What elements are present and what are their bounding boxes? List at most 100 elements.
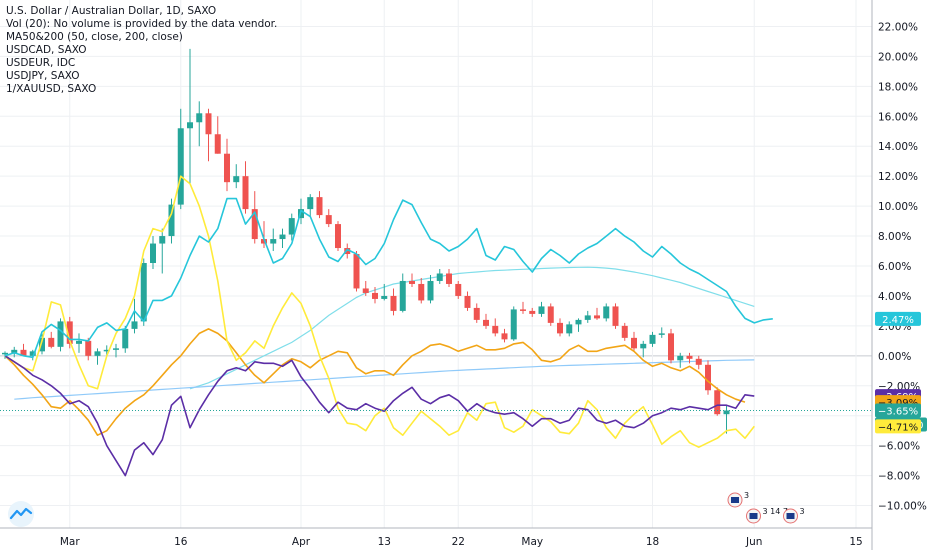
usdeur-value-label: −4.71% — [875, 419, 921, 434]
candle-body — [242, 176, 249, 210]
usdeur-value-label-text: −4.71% — [878, 422, 918, 433]
y-tick-label: 10.00% — [878, 201, 918, 213]
candle — [150, 236, 156, 269]
candle-body — [344, 248, 351, 255]
candle-body — [57, 321, 64, 347]
candle-body — [29, 351, 36, 356]
x-tick-label: May — [521, 536, 543, 548]
y-tick-label: −10.00% — [878, 501, 927, 513]
time-axis[interactable]: Mar 16 Apr 13 22 May 18 Jun 15 — [60, 536, 863, 548]
candle-body — [418, 283, 425, 301]
candle-body — [686, 355, 693, 359]
candle — [39, 333, 45, 355]
candle-body — [233, 176, 240, 183]
candle — [279, 228, 286, 249]
y-tick-label: 8.00% — [878, 231, 911, 243]
candle — [584, 310, 591, 323]
candle — [372, 286, 378, 304]
last-price-label: −3.65% — [875, 403, 921, 418]
candle — [566, 321, 573, 337]
candle — [140, 258, 147, 326]
y-tick-label: 14.00% — [878, 141, 918, 153]
candle — [723, 405, 730, 434]
candle — [362, 280, 369, 296]
candle — [520, 301, 526, 314]
candle-body — [177, 128, 184, 205]
candle — [187, 48, 193, 184]
candle — [224, 138, 230, 192]
candle — [159, 228, 166, 274]
x-tick-label: Mar — [60, 536, 80, 548]
legend-title[interactable]: U.S. Dollar / Australian Dollar, 1D, SAX… — [6, 5, 217, 17]
candle-body — [187, 122, 193, 129]
candle-body — [270, 239, 277, 244]
candle-body — [714, 390, 721, 415]
event-flag-shape — [749, 513, 758, 519]
candle — [196, 101, 203, 147]
x-tick-label: Apr — [292, 536, 311, 548]
comparison-lines — [0, 175, 872, 477]
candle — [325, 209, 332, 228]
candle-body — [668, 333, 674, 361]
candle-body — [649, 334, 656, 344]
price-axis[interactable]: 22.00% 20.00% 18.00% 16.00% 14.00% 12.00% 10.0… — [878, 21, 927, 512]
candle-body — [436, 273, 443, 281]
candle-body — [446, 273, 452, 284]
legend-usdcad[interactable]: USDCAD, SAXO — [6, 44, 87, 56]
candle — [48, 331, 55, 349]
candle — [510, 306, 517, 341]
candle-body — [307, 197, 314, 210]
candle — [168, 198, 175, 244]
event-flag-icon[interactable]: 3 — [783, 507, 805, 524]
y-tick-label: 22.00% — [878, 21, 918, 33]
candle-body — [501, 333, 508, 340]
candle-body — [483, 319, 489, 326]
y-tick-label: −6.00% — [878, 441, 920, 453]
candle — [251, 191, 258, 244]
event-count: 3 14 7 — [763, 507, 788, 516]
legend-usdjpy[interactable]: USDJPY, SAXO — [6, 70, 80, 82]
candle-body — [288, 218, 295, 235]
candle — [316, 191, 323, 219]
candle — [436, 268, 443, 284]
candle-body — [492, 325, 499, 334]
x-tick-label: Jun — [745, 536, 762, 548]
candle-body — [214, 134, 221, 154]
candle — [29, 349, 36, 361]
tradingview-logo-icon[interactable] — [4, 500, 38, 528]
candle-body — [594, 315, 600, 319]
candle-body — [298, 209, 304, 219]
moving-averages — [14, 266, 755, 400]
1xauusd-line — [4, 197, 773, 359]
event-flag-icon[interactable]: 3 14 7 — [746, 507, 788, 524]
legend-xauusd[interactable]: 1/XAUUSD, SAXO — [6, 83, 97, 95]
candle-body — [2, 352, 8, 355]
usdcad-line — [4, 328, 746, 436]
legend-volume[interactable]: Vol (20): No volume is provided by the d… — [6, 18, 278, 30]
xauusd-value-label-text: 2.47% — [882, 315, 914, 326]
candle — [594, 307, 600, 320]
usdeur-line — [4, 175, 755, 448]
candle-body — [520, 309, 526, 311]
candle-body — [409, 280, 415, 284]
candle-body — [103, 349, 110, 352]
candle-body — [612, 306, 619, 326]
legend-ma[interactable]: MA50&200 (50, close, 200, close) — [6, 31, 183, 43]
candle-body — [603, 306, 610, 319]
candle — [66, 316, 73, 349]
event-flag-shape — [731, 497, 739, 503]
candle-body — [66, 321, 73, 344]
candle-body — [557, 322, 563, 334]
legend-usdeur[interactable]: USDEUR, IDC — [6, 57, 76, 69]
event-flag-icon[interactable]: 3 — [727, 491, 749, 508]
candle-body — [372, 292, 378, 299]
candle-body — [362, 288, 369, 293]
y-tick-label: 6.00% — [878, 261, 911, 273]
candle — [686, 352, 693, 364]
usdjpy-line — [4, 355, 755, 477]
economic-events[interactable]: 3 3 14 7 3 — [727, 491, 805, 524]
x-tick-label: 18 — [646, 536, 659, 548]
candle-body — [510, 309, 517, 340]
candle-body — [427, 280, 434, 301]
